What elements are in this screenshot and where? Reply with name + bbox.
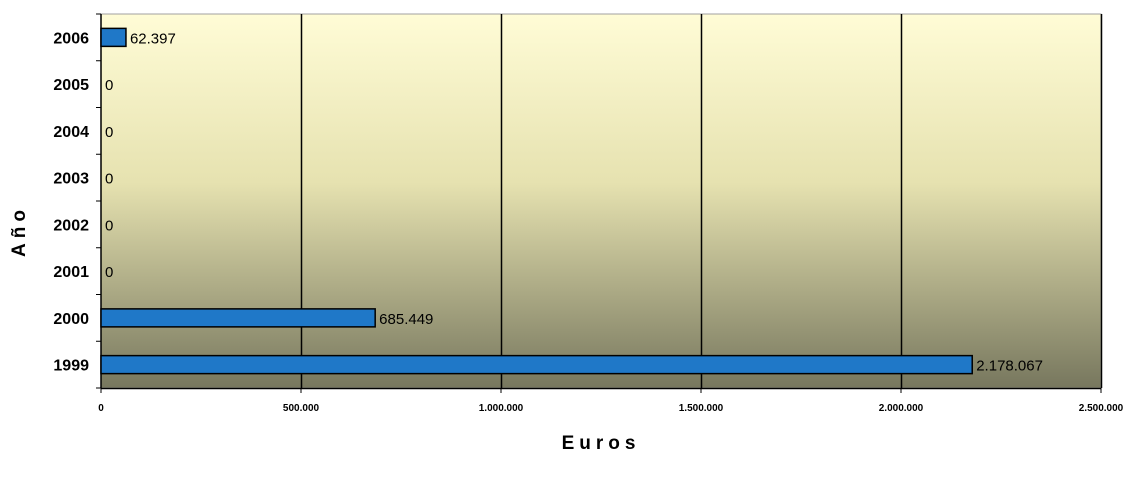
y-tick-label: 2001 xyxy=(53,264,89,281)
x-tick-label: 2.500.000 xyxy=(1079,403,1124,414)
axis-layer: 0 500.000 1.000.000 1.500.000 2.000.000 2.500… xyxy=(53,13,1124,414)
y-tick-label: 2006 xyxy=(53,30,89,47)
x-tick-label: 2.000.000 xyxy=(879,403,924,414)
x-tick-label: 1.000.000 xyxy=(479,403,524,414)
x-tick-label: 1.500.000 xyxy=(679,403,724,414)
bar-1999 xyxy=(100,354,973,375)
y-tick-label: 2000 xyxy=(53,311,89,328)
data-label-2005: 0 xyxy=(105,77,113,94)
data-label-2004: 0 xyxy=(105,124,113,141)
y-tick-label: 1999 xyxy=(53,358,89,375)
x-tick-label: 500.000 xyxy=(283,403,320,414)
data-label-1999: 2.178.067 xyxy=(976,358,1043,375)
y-tick-label: 2002 xyxy=(53,217,89,234)
y-tick-label: 2004 xyxy=(53,124,89,141)
data-label-2000: 685.449 xyxy=(379,311,433,328)
bar-2000 xyxy=(100,308,376,328)
data-label-2002: 0 xyxy=(105,217,113,234)
data-label-2006: 62.397 xyxy=(130,30,176,47)
label-layer: 62.397 0 0 0 0 0 685.449 2.178.067 xyxy=(105,30,1043,374)
plot-area xyxy=(100,13,1102,389)
bar-layer xyxy=(100,27,973,375)
data-label-2001: 0 xyxy=(105,264,113,281)
y-tick-label: 2005 xyxy=(53,77,89,94)
bar-2006 xyxy=(100,27,127,48)
y-tick-label: 2003 xyxy=(53,171,89,188)
x-axis-title: Euros xyxy=(562,433,641,454)
y-axis-title: Año xyxy=(9,205,30,257)
data-label-2003: 0 xyxy=(105,171,113,188)
x-tick-label: 0 xyxy=(98,403,104,414)
